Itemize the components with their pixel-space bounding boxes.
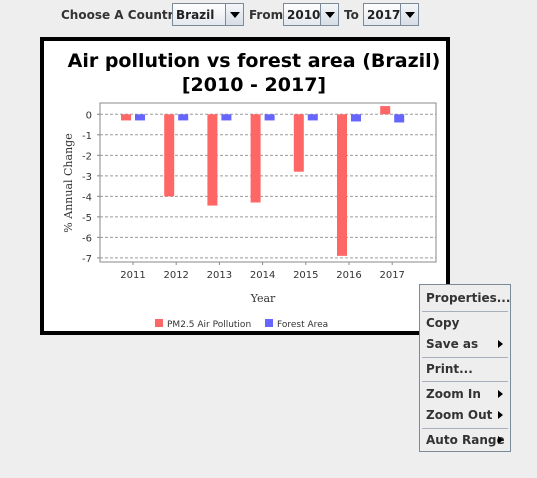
chart-title-line1: Air pollution vs forest area (Brazil) — [68, 50, 441, 72]
bar-pm25 — [121, 114, 131, 121]
bar-forest-area — [135, 114, 145, 121]
toolbar: Choose A Country: Brazil From 2010 To 20… — [0, 0, 537, 32]
menu-item-save-as-label: Save as — [426, 337, 479, 351]
submenu-arrow-icon — [498, 340, 503, 348]
menu-item-print[interactable]: Print... — [420, 359, 510, 378]
x-tick-label: 2015 — [293, 270, 318, 281]
bar-pm25 — [337, 114, 347, 256]
x-tick-label: 2016 — [336, 270, 361, 281]
from-year-select[interactable]: 2010 — [283, 3, 339, 26]
menu-item-properties-label: Properties... — [426, 291, 511, 305]
menu-item-copy[interactable]: Copy — [420, 313, 510, 332]
menu-item-zoom-in[interactable]: Zoom In — [420, 384, 510, 403]
x-tick-label: 2017 — [379, 270, 404, 281]
chart: Air pollution vs forest area (Brazil) [2… — [62, 50, 441, 330]
bar-pm25 — [293, 114, 304, 172]
menu-item-zoom-out-label: Zoom Out — [426, 408, 493, 422]
bar-forest-area — [351, 114, 361, 122]
country-dropdown-button[interactable] — [225, 4, 243, 25]
country-label: Choose A Country: — [61, 8, 187, 22]
bar-pm25 — [380, 106, 391, 115]
to-year-dropdown-button[interactable] — [400, 4, 418, 25]
from-year-value: 2010 — [287, 8, 320, 22]
bar-pm25 — [207, 114, 218, 206]
y-tick-label: -1 — [82, 131, 92, 142]
bar-forest-area — [394, 114, 405, 123]
chart-panel[interactable]: Air pollution vs forest area (Brazil) [2… — [40, 37, 450, 335]
submenu-arrow-icon — [498, 390, 503, 398]
y-tick-label: -3 — [82, 172, 92, 183]
menu-separator — [422, 381, 508, 382]
legend-swatch-forest-area — [265, 319, 273, 327]
chart-title-line2: [2010 - 2017] — [182, 74, 326, 96]
y-tick-label: -6 — [82, 233, 92, 244]
y-axis-label: % Annual Change — [62, 133, 75, 232]
bar-forest-area — [178, 114, 189, 121]
country-select-value: Brazil — [176, 8, 215, 22]
context-menu: Properties... Copy Save as Print... Zoom… — [419, 284, 511, 452]
bar-forest-area — [307, 114, 318, 121]
y-tick-label: -7 — [82, 254, 92, 265]
menu-item-auto-range[interactable]: Auto Range — [420, 430, 510, 449]
menu-item-copy-label: Copy — [426, 316, 460, 330]
menu-item-zoom-in-label: Zoom In — [426, 387, 481, 401]
menu-item-print-label: Print... — [426, 362, 473, 376]
bar-forest-area — [221, 114, 232, 121]
to-label: To — [344, 8, 359, 22]
country-select[interactable]: Brazil — [172, 3, 244, 26]
chevron-down-icon — [324, 11, 335, 18]
chevron-down-icon — [229, 11, 240, 18]
legend-label-pm25: PM2.5 Air Pollution — [167, 320, 251, 330]
y-tick-label: -5 — [82, 213, 92, 224]
x-tick-label: 2012 — [163, 270, 188, 281]
menu-item-save-as[interactable]: Save as — [420, 334, 510, 353]
chevron-down-icon — [404, 11, 415, 18]
x-tick-label: 2013 — [207, 270, 232, 281]
menu-separator — [422, 428, 508, 429]
x-tick-label: 2014 — [250, 270, 275, 281]
submenu-arrow-icon — [498, 436, 503, 444]
from-label: From — [249, 8, 284, 22]
y-tick-label: -4 — [82, 192, 92, 203]
y-tick-label: -2 — [82, 151, 92, 162]
bar-pm25 — [250, 114, 261, 203]
bar-forest-area — [264, 114, 275, 121]
submenu-arrow-icon — [498, 411, 503, 419]
menu-item-auto-range-label: Auto Range — [426, 433, 505, 447]
to-year-select[interactable]: 2017 — [363, 3, 419, 26]
y-tick-label: 0 — [86, 110, 92, 121]
menu-separator — [422, 357, 508, 358]
menu-separator — [422, 311, 508, 312]
x-tick-label: 2011 — [120, 270, 145, 281]
bar-pm25 — [164, 114, 175, 197]
menu-item-zoom-out[interactable]: Zoom Out — [420, 405, 510, 424]
to-year-value: 2017 — [367, 8, 400, 22]
plot-area — [99, 102, 437, 263]
from-year-dropdown-button[interactable] — [320, 4, 338, 25]
menu-item-properties[interactable]: Properties... — [420, 288, 510, 307]
legend-swatch-pm25 — [155, 319, 163, 327]
x-axis-label: Year — [250, 292, 276, 305]
legend-label-forest-area: Forest Area — [277, 320, 328, 330]
